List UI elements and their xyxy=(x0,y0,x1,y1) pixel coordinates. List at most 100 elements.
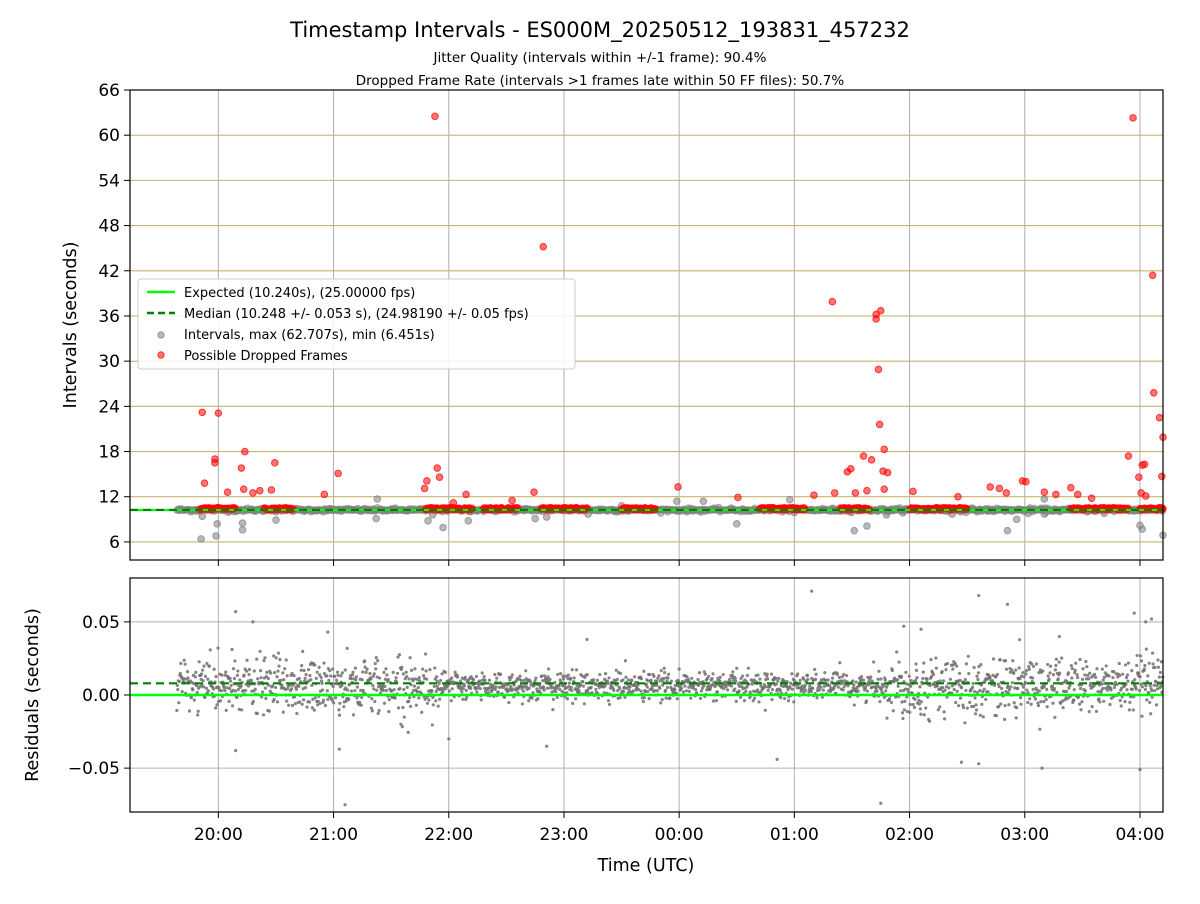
residual-point xyxy=(1159,685,1162,688)
residual-point xyxy=(1053,687,1056,690)
residual-point xyxy=(934,656,937,659)
residual-point xyxy=(200,672,203,675)
residual-point xyxy=(659,701,662,704)
residual-point xyxy=(416,690,419,693)
residual-point xyxy=(919,713,922,716)
residual-point xyxy=(1152,662,1155,665)
residual-point xyxy=(683,684,686,687)
residual-point xyxy=(658,687,661,690)
x-tick-label: 04:00 xyxy=(1115,825,1164,845)
residual-point xyxy=(897,685,900,688)
residual-point xyxy=(913,706,916,709)
residual-point xyxy=(297,685,300,688)
residual-point xyxy=(960,761,963,764)
residual-point xyxy=(908,675,911,678)
intervals-y-tick-label: 30 xyxy=(98,352,120,372)
residual-point xyxy=(1093,673,1096,676)
dropped-frame-point xyxy=(955,493,962,500)
residual-point xyxy=(409,705,412,708)
residual-point xyxy=(628,686,631,689)
residual-point xyxy=(1037,704,1040,707)
residual-point xyxy=(663,671,666,674)
residual-point xyxy=(838,661,841,664)
dropped-frame-point xyxy=(434,465,441,472)
residual-point xyxy=(408,656,411,659)
residual-point xyxy=(413,685,416,688)
residual-point xyxy=(585,638,588,641)
legend: Expected (10.240s), (25.00000 fps) Media… xyxy=(138,279,575,369)
residual-point xyxy=(866,690,869,693)
residual-point xyxy=(666,686,669,689)
residual-point xyxy=(592,678,595,681)
residual-point xyxy=(298,701,301,704)
residual-point xyxy=(480,698,483,701)
residual-point xyxy=(269,672,272,675)
residual-point xyxy=(1130,669,1133,672)
residual-point xyxy=(777,677,780,680)
residual-point xyxy=(499,673,502,676)
residual-point xyxy=(1151,651,1154,654)
residual-point xyxy=(1022,686,1025,689)
residual-point xyxy=(244,689,247,692)
residual-point xyxy=(1053,716,1056,719)
residual-point xyxy=(368,672,371,675)
residual-point xyxy=(1038,689,1041,692)
residual-point xyxy=(878,700,881,703)
residual-point xyxy=(608,703,611,706)
dropped-frame-point xyxy=(436,474,443,481)
residual-point xyxy=(1107,674,1110,677)
residual-point xyxy=(876,678,879,681)
interval-point xyxy=(213,533,220,540)
residual-point xyxy=(1071,667,1074,670)
residual-point xyxy=(776,680,779,683)
residual-point xyxy=(906,688,909,691)
residual-point xyxy=(1078,702,1081,705)
residual-point xyxy=(1074,669,1077,672)
interval-point xyxy=(198,536,205,543)
residual-point xyxy=(336,674,339,677)
residual-point xyxy=(770,698,773,701)
residual-point xyxy=(430,689,433,692)
residual-point xyxy=(875,690,878,693)
residual-point xyxy=(1017,666,1020,669)
residual-point xyxy=(619,696,622,699)
residual-point xyxy=(450,676,453,679)
dropped-frame-point xyxy=(1068,484,1075,491)
residual-point xyxy=(1024,681,1027,684)
interval-point xyxy=(1139,526,1146,533)
residual-point xyxy=(907,690,910,693)
dropped-frame-point xyxy=(1003,490,1010,497)
dropped-frame-point xyxy=(996,485,1003,492)
residual-point xyxy=(463,684,466,687)
residual-point xyxy=(624,659,627,662)
residual-point xyxy=(1102,700,1105,703)
residual-point xyxy=(1137,671,1140,674)
residual-point xyxy=(567,674,570,677)
x-tick-label: 00:00 xyxy=(655,825,704,845)
residual-point xyxy=(220,689,223,692)
residual-point xyxy=(968,701,971,704)
residual-point xyxy=(413,667,416,670)
residual-point xyxy=(1135,688,1138,691)
residual-point xyxy=(724,685,727,688)
residual-point xyxy=(621,678,624,681)
residual-point xyxy=(1062,706,1065,709)
dropped-frame-point xyxy=(242,448,249,455)
residual-point xyxy=(1150,689,1153,692)
residual-point xyxy=(845,674,848,677)
residual-point xyxy=(305,705,308,708)
residual-point xyxy=(1140,659,1143,662)
residual-point xyxy=(267,677,270,680)
residual-point xyxy=(660,669,663,672)
residual-point xyxy=(738,689,741,692)
residual-point xyxy=(341,671,344,674)
residual-point xyxy=(454,671,457,674)
interval-point xyxy=(1004,527,1011,534)
residual-point xyxy=(739,696,742,699)
residual-point xyxy=(273,671,276,674)
residual-point xyxy=(398,687,401,690)
residual-point xyxy=(813,668,816,671)
residual-point xyxy=(444,671,447,674)
